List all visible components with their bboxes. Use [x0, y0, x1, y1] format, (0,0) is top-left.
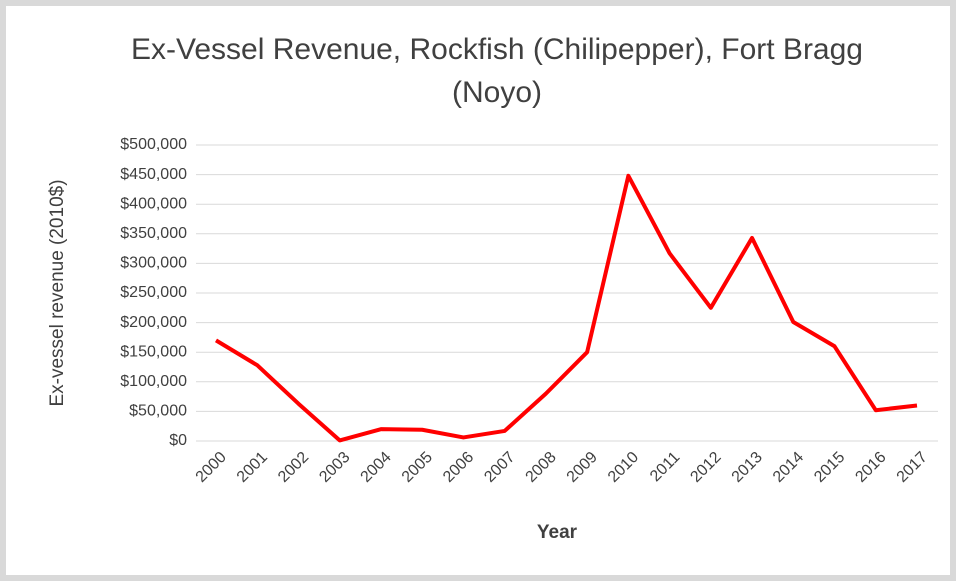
- y-tick-label: $250,000: [120, 284, 187, 301]
- x-tick-label: 2008: [523, 449, 560, 486]
- x-tick-label: 2015: [811, 449, 848, 486]
- x-tick-label: 2004: [358, 449, 395, 486]
- chart-panel: [6, 6, 950, 575]
- x-tick-label: 2011: [647, 449, 683, 485]
- y-tick-label: $200,000: [120, 314, 187, 331]
- y-tick-label: $150,000: [120, 343, 187, 360]
- x-tick-label: 2006: [440, 449, 477, 486]
- x-tick-label: 2012: [687, 449, 724, 486]
- x-tick-label: 2001: [234, 449, 271, 486]
- y-tick-label: $450,000: [120, 166, 187, 183]
- x-tick-label: 2005: [399, 449, 436, 486]
- x-tick-label: 2010: [605, 449, 642, 486]
- x-tick-label: 2003: [316, 449, 353, 486]
- x-tick-label: 2009: [564, 449, 601, 486]
- x-axis-label: Year: [537, 522, 578, 543]
- chart-title: Ex-Vessel Revenue, Rockfish (Chilipepper…: [131, 33, 863, 109]
- y-tick-label: $350,000: [120, 225, 187, 242]
- x-tick-label: 2014: [770, 449, 807, 486]
- x-tick-label: 2017: [894, 449, 931, 486]
- y-tick-label: $100,000: [120, 373, 187, 390]
- data-line: [214, 173, 918, 443]
- x-tick-label: 2002: [275, 449, 312, 486]
- x-tick-label: 2007: [481, 449, 518, 486]
- y-axis-label: Ex-vessel revenue (2010$): [47, 179, 68, 406]
- x-tick-label: 2000: [193, 449, 230, 486]
- y-tick-label: $400,000: [120, 195, 187, 212]
- y-tick-label: $0: [169, 432, 187, 449]
- y-tick-label: $500,000: [120, 136, 187, 153]
- y-tick-label: $300,000: [120, 255, 187, 272]
- x-tick-label: 2013: [729, 449, 766, 486]
- x-tick-label: 2016: [852, 449, 889, 486]
- y-tick-label: $50,000: [129, 403, 187, 420]
